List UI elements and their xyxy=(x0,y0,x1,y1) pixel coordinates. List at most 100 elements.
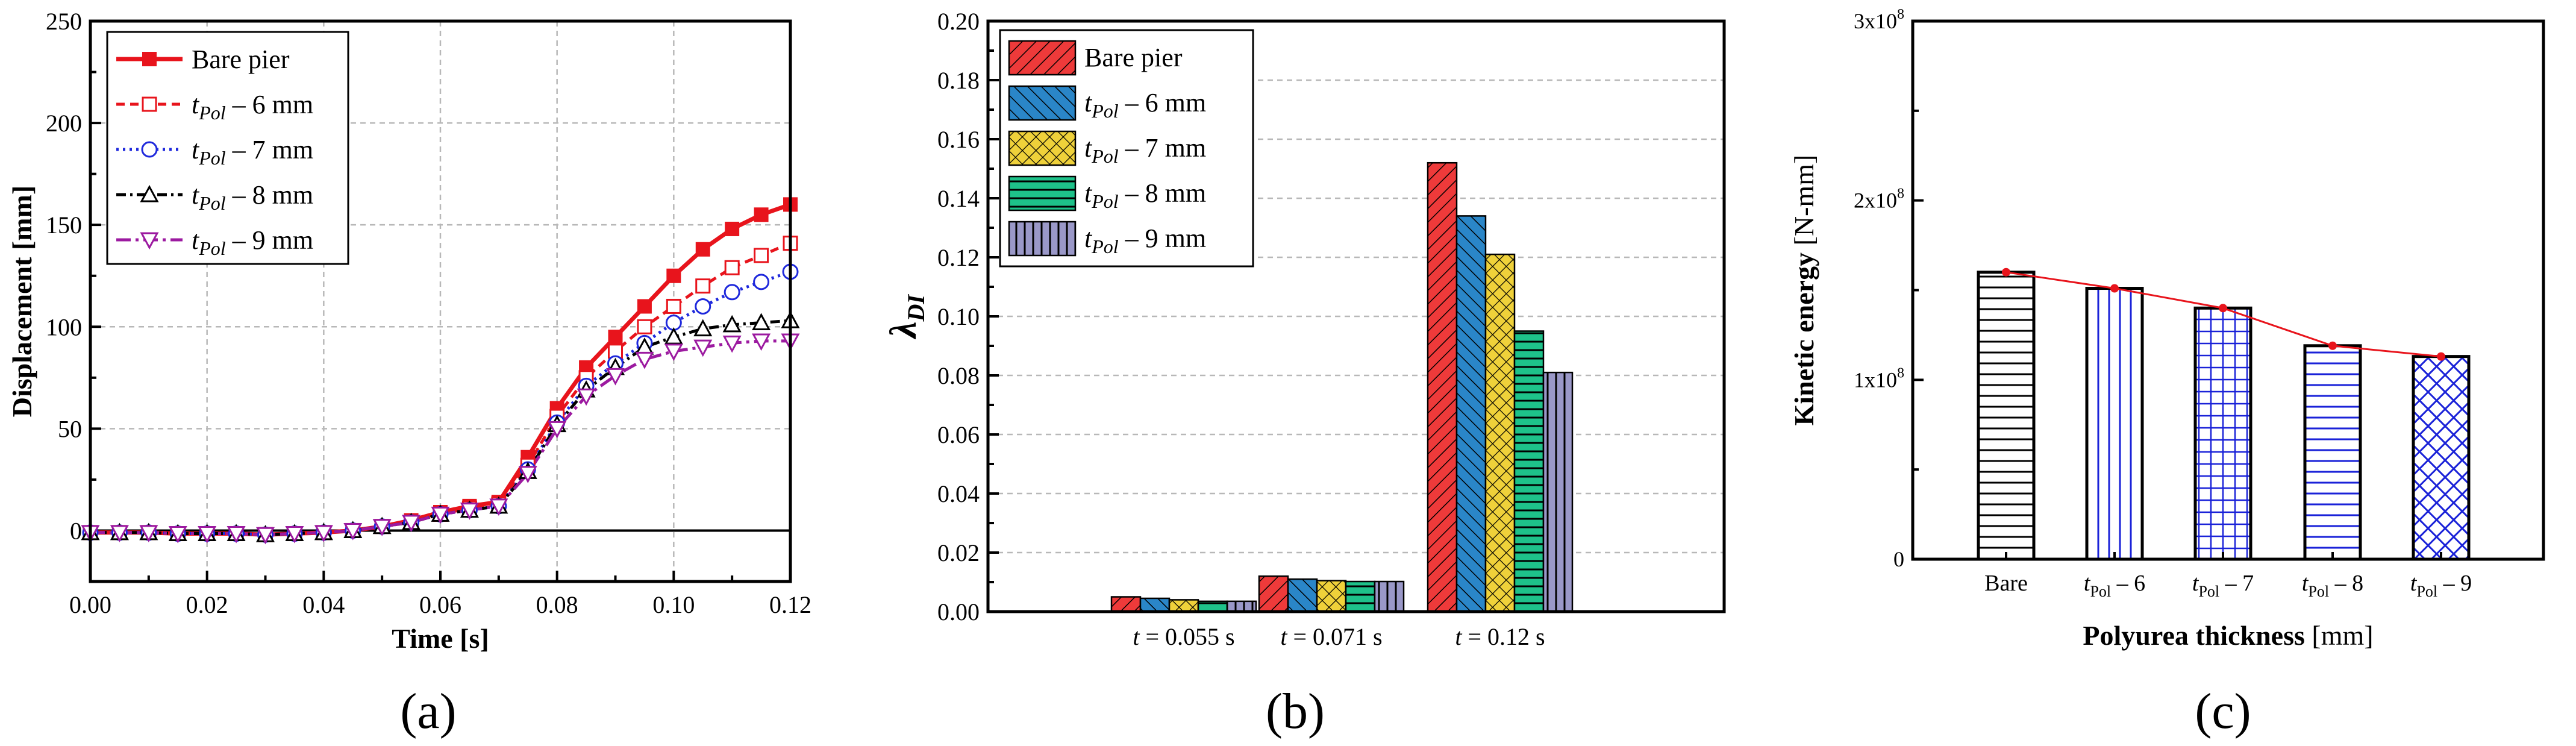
c-trend-point xyxy=(2110,284,2119,293)
a-y-tick-label: 250 xyxy=(46,8,82,35)
c-y-axis-label: Kinetic energy [N-mm] xyxy=(1789,155,1819,426)
a-y-tick-label: 100 xyxy=(46,313,82,340)
panel-a-line-chart: 0.00 0.02 0.04 0.06 0.08 0.10 0.12 0 50 100 150 200… xyxy=(7,8,811,739)
c-bar xyxy=(2087,289,2142,559)
b-bar xyxy=(1543,372,1572,612)
b-y-tick-label: 0.18 xyxy=(937,67,980,94)
b-bar xyxy=(1259,576,1288,612)
b-y-tick-label: 0.02 xyxy=(937,539,980,566)
a-data-point xyxy=(638,299,651,313)
b-bar xyxy=(1317,581,1346,612)
b-bar xyxy=(1428,163,1457,612)
a-x-tick-label: 0.02 xyxy=(186,591,228,618)
b-y-tick-label: 0.00 xyxy=(937,598,980,625)
b-bar xyxy=(1169,600,1198,612)
b-bar xyxy=(1111,597,1140,612)
b-x-tick-label: t = 0.071 s xyxy=(1280,623,1382,650)
a-data-point xyxy=(755,249,768,262)
c-trend-point xyxy=(2328,342,2337,350)
a-y-tick-label: 50 xyxy=(58,415,82,442)
c-bar xyxy=(1978,272,2034,559)
c-trend-point xyxy=(2219,304,2227,312)
a-y-tick-label: 150 xyxy=(46,212,82,239)
b-y-axis-label: λDI xyxy=(883,294,930,340)
a-x-tick-label: 0.10 xyxy=(652,591,695,618)
b-bar xyxy=(1140,598,1169,612)
a-panel-label: (a) xyxy=(400,683,456,739)
c-y-tick-label: 3x108 xyxy=(1854,7,1904,33)
a-data-point xyxy=(755,208,768,221)
b-y-tick-label: 0.08 xyxy=(937,362,980,389)
c-bar xyxy=(2195,308,2251,559)
a-legend-marker xyxy=(143,52,156,66)
a-x-tick-label: 0.06 xyxy=(419,591,461,618)
a-data-point xyxy=(608,369,624,383)
a-x-tick-label: 0.04 xyxy=(302,591,345,618)
b-legend-swatch xyxy=(1009,41,1075,75)
c-trend-point xyxy=(2437,353,2445,361)
a-y-axis-label: Displacement [mm] xyxy=(7,186,37,418)
c-x-tick-label: tPol – 6 xyxy=(2084,571,2145,600)
c-bar xyxy=(2305,346,2360,559)
b-panel-label: (b) xyxy=(1266,683,1325,739)
a-data-point xyxy=(609,330,622,343)
a-x-axis-label: Time [s] xyxy=(392,623,489,654)
panel-b-bar-chart: 0.00 0.02 0.04 0.06 0.08 0.10 0.12 0.14 0.16 0.18… xyxy=(883,8,1724,739)
panel-c-bar-chart: 0 1x108 2x108 3x108 Bare tPol – 6 tPol – 7 tPol… xyxy=(1789,7,2543,739)
b-y-tick-label: 0.12 xyxy=(937,244,980,271)
b-bar xyxy=(1486,254,1515,612)
b-y-tick-label: 0.20 xyxy=(937,8,980,35)
b-bar xyxy=(1515,331,1543,612)
a-x-tick-label: 0.00 xyxy=(69,591,111,618)
a-data-point xyxy=(667,269,680,283)
b-x-tick-label: t = 0.12 s xyxy=(1455,623,1545,650)
b-legend-label: Bare pier xyxy=(1084,43,1183,72)
c-x-tick-label: tPol – 8 xyxy=(2302,571,2363,600)
b-bar xyxy=(1375,581,1404,612)
b-y-tick-label: 0.04 xyxy=(937,480,980,507)
a-data-point xyxy=(666,329,681,343)
b-bar xyxy=(1227,601,1256,612)
b-y-tick-label: 0.06 xyxy=(937,421,980,448)
b-y-tick-label: 0.14 xyxy=(937,185,980,212)
a-data-point xyxy=(754,275,769,289)
a-data-point xyxy=(725,222,739,236)
a-data-point xyxy=(696,299,710,313)
c-trend-point xyxy=(2002,268,2010,277)
a-data-point xyxy=(725,285,739,299)
b-y-tick-label: 0.16 xyxy=(937,126,980,153)
figure-canvas: 0.00 0.02 0.04 0.06 0.08 0.10 0.12 0 50 100 150 200… xyxy=(0,0,2576,743)
a-x-tick-label: 0.08 xyxy=(536,591,578,618)
a-y-tick-label: 0 xyxy=(70,517,82,544)
b-legend-swatch xyxy=(1009,86,1075,120)
c-panel-label: (c) xyxy=(2195,683,2251,739)
a-legend-marker xyxy=(142,142,157,157)
b-legend-swatch xyxy=(1009,177,1075,210)
b-bar xyxy=(1346,581,1375,612)
b-bar xyxy=(1288,579,1317,612)
a-data-point xyxy=(638,320,651,333)
a-data-point xyxy=(667,299,680,313)
a-legend-label: Bare pier xyxy=(192,45,290,74)
b-x-tick-label: t = 0.055 s xyxy=(1133,623,1234,650)
a-data-point xyxy=(695,321,711,336)
a-y-tick-label: 200 xyxy=(46,110,82,137)
b-y-tick-label: 0.10 xyxy=(937,303,980,330)
a-data-point xyxy=(725,261,739,274)
c-y-tick-label: 0 xyxy=(1893,547,1904,571)
a-x-tick-label: 0.12 xyxy=(769,591,811,618)
b-bar xyxy=(1457,216,1486,612)
c-x-axis-label: Polyurea thickness [mm] xyxy=(2083,620,2373,651)
b-bar xyxy=(1198,601,1227,612)
b-legend-swatch xyxy=(1009,222,1075,255)
c-x-tick-label: tPol – 9 xyxy=(2410,571,2472,600)
a-data-point xyxy=(696,243,710,256)
b-legend-swatch xyxy=(1009,131,1075,165)
a-data-point xyxy=(696,280,710,293)
a-legend-marker xyxy=(143,98,156,111)
a-data-point xyxy=(637,353,652,367)
c-y-tick-label: 2x108 xyxy=(1854,186,1904,213)
c-x-tick-label: Bare xyxy=(1984,571,2028,596)
c-x-tick-label: tPol – 7 xyxy=(2192,571,2254,600)
c-y-tick-label: 1x108 xyxy=(1854,365,1904,392)
